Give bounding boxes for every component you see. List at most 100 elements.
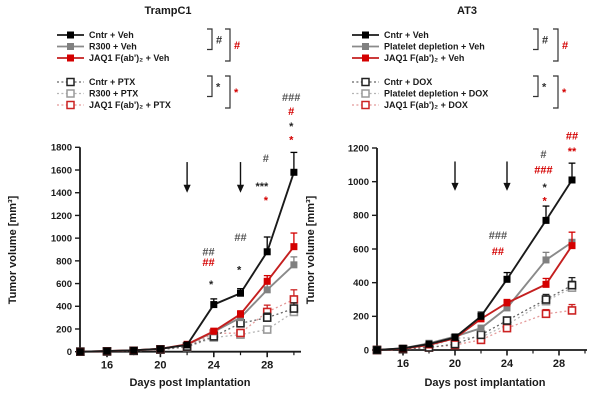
data-point — [290, 243, 298, 251]
series-line — [80, 246, 295, 353]
chart1-xlabel: Days post Implantation — [129, 377, 250, 389]
data-point — [156, 345, 164, 353]
significance-annotation: * — [264, 195, 269, 207]
legend-label: JAQ1 F(ab')₂ + Veh — [89, 53, 169, 63]
data-point — [263, 248, 271, 256]
legend-swatch — [361, 100, 370, 110]
chart1-ylabel: Tumor volume [mm³] — [7, 195, 19, 304]
y-tick-label: 800 — [56, 256, 72, 267]
data-point — [568, 242, 576, 250]
significance-annotation: *** — [255, 181, 269, 193]
data-point — [289, 304, 299, 313]
legend-label: Platelet depletion + Veh — [384, 42, 485, 52]
data-point — [76, 348, 84, 356]
treatment-arrow — [236, 162, 245, 193]
significance-bracket: * — [533, 75, 547, 98]
legend-label: JAQ1 F(ab')₂ + PTX — [89, 100, 171, 110]
significance-annotation: ## — [202, 257, 214, 269]
legend-label: R300 + PTX — [89, 89, 138, 99]
legend-swatch — [67, 54, 74, 62]
data-point — [567, 306, 577, 315]
significance-bracket: * — [207, 75, 221, 98]
arrowhead-icon — [236, 184, 245, 193]
data-point — [263, 277, 271, 285]
legend-swatch — [362, 43, 369, 50]
data-point — [541, 309, 551, 319]
data-point — [425, 340, 433, 348]
series-line — [376, 179, 573, 351]
data-point — [503, 304, 511, 312]
legend-label: Cntr + Veh — [89, 30, 134, 40]
significance-bracket: * — [553, 75, 567, 109]
significance-annotation: # — [263, 153, 269, 165]
x-tick-label: 16 — [101, 360, 113, 372]
y-tick-label: 0 — [364, 345, 369, 356]
bracket-symbol: * — [234, 87, 239, 99]
bracket-symbol: # — [216, 34, 222, 46]
significance-annotation: * — [289, 121, 294, 133]
x-tick-label: 20 — [449, 358, 461, 370]
data-point — [130, 346, 138, 354]
data-point — [290, 261, 298, 269]
significance-annotation: * — [289, 134, 294, 146]
data-point — [503, 275, 511, 283]
y-tick-label: 1600 — [51, 165, 72, 176]
treatment-arrow — [503, 161, 511, 191]
data-point — [541, 295, 551, 304]
bracket-symbol: # — [234, 40, 240, 52]
data-point — [237, 289, 244, 297]
legend-label: R300 + Veh — [89, 42, 137, 52]
series-r300-veh — [76, 256, 298, 356]
significance-annotation: ### — [534, 164, 552, 176]
y-tick-label: 1000 — [51, 234, 72, 245]
data-point — [263, 286, 271, 294]
legend-swatch — [67, 43, 74, 50]
data-point — [568, 176, 576, 184]
chart2-xlabel: Days post implantation — [424, 377, 545, 389]
data-point — [183, 341, 191, 349]
data-point — [477, 312, 485, 320]
significance-annotation: # — [288, 106, 294, 118]
y-tick-label: 1400 — [51, 188, 72, 199]
data-point — [502, 316, 512, 325]
data-point — [477, 324, 485, 332]
y-tick-label: 1200 — [348, 143, 369, 154]
series-cntr-veh — [373, 162, 576, 354]
significance-annotation: * — [543, 196, 548, 208]
y-tick-label: 400 — [353, 278, 369, 289]
legend-swatch — [66, 89, 75, 98]
arrowhead-icon — [183, 184, 191, 193]
legend-label: Cntr + Veh — [384, 30, 429, 40]
bracket-symbol: # — [542, 34, 548, 46]
treatment-arrow — [451, 161, 459, 191]
y-tick-label: 200 — [353, 312, 369, 323]
significance-bracket: # — [553, 28, 568, 62]
data-point — [567, 280, 577, 290]
significance-annotation: ### — [489, 230, 507, 242]
legend-swatch — [361, 89, 370, 98]
data-point — [236, 328, 245, 338]
significance-annotation: ## — [566, 131, 578, 143]
significance-bracket: * — [225, 75, 239, 109]
y-tick-label: 1200 — [51, 211, 72, 222]
significance-annotation: * — [543, 182, 548, 194]
significance-annotation: ## — [202, 246, 214, 258]
y-tick-label: 800 — [353, 211, 369, 222]
legend-swatch — [66, 77, 75, 87]
significance-annotation: ## — [234, 232, 246, 244]
data-point — [542, 216, 550, 224]
significance-annotation: * — [209, 279, 214, 291]
y-tick-label: 0 — [67, 347, 72, 358]
bracket-symbol: * — [542, 81, 547, 93]
legend-label: Platelet depletion + DOX — [384, 89, 488, 99]
data-point — [210, 327, 218, 335]
significance-bracket: # — [225, 28, 240, 62]
significance-annotation: ## — [492, 246, 504, 258]
series-line — [376, 287, 573, 351]
y-tick-label: 400 — [56, 302, 72, 313]
legend-label: Cntr + PTX — [89, 77, 135, 87]
